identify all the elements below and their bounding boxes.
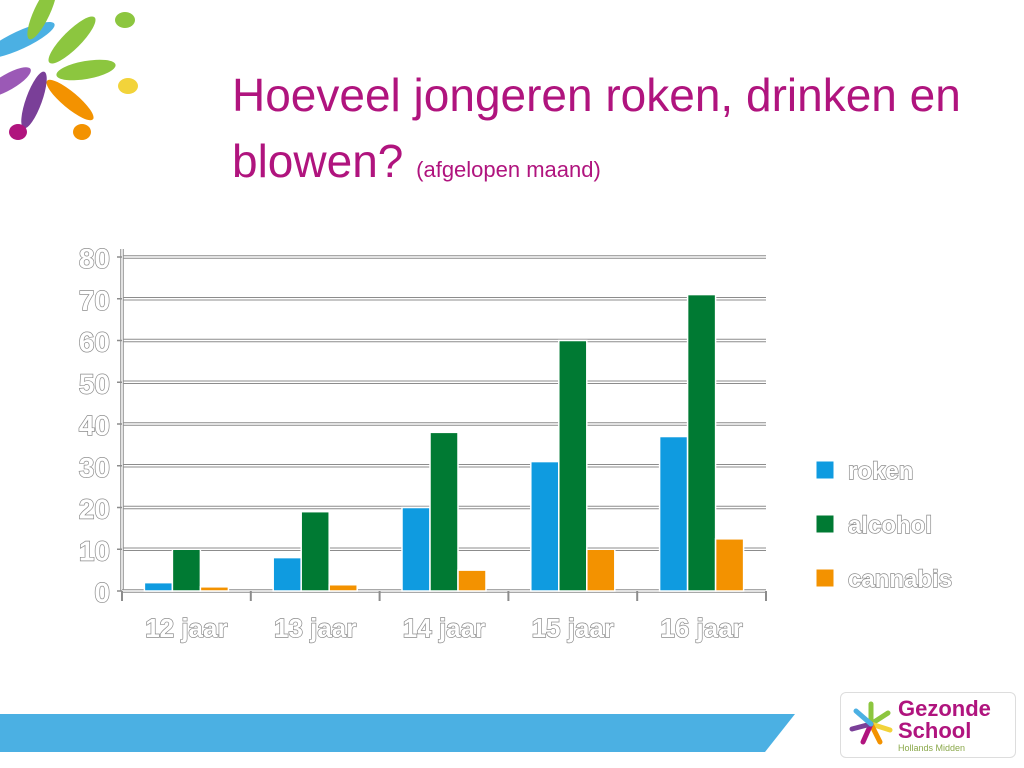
- y-tick-label: 0: [94, 577, 110, 608]
- y-tick-label: 70: [79, 285, 110, 316]
- bar-cannabis: [714, 538, 745, 592]
- brand-region: Hollands Midden: [898, 743, 966, 753]
- bar-roken: [272, 556, 302, 592]
- title-sub: (afgelopen maand): [416, 157, 601, 182]
- legend-label-cannabis: cannabis: [848, 566, 952, 593]
- y-tick-label: 40: [79, 410, 110, 441]
- x-tick-label: 14 jaar: [403, 613, 485, 643]
- y-axis-ticks: 0 10 20 30 40 50 60 70 80: [78, 242, 122, 609]
- bar-cannabis: [328, 583, 358, 592]
- legend-swatch-cannabis: [815, 568, 835, 588]
- x-tick-label: 12 jaar: [145, 613, 227, 643]
- x-tick-label: 13 jaar: [274, 613, 356, 643]
- legend-swatch-roken: [815, 460, 835, 480]
- bar-alcohol: [300, 510, 330, 592]
- brand-name-line1: Gezonde: [898, 696, 991, 721]
- bottom-band: [0, 714, 795, 752]
- x-tick-label: 15 jaar: [532, 613, 614, 643]
- slide-title: Hoeveel jongeren roken, drinken en blowe…: [232, 62, 1012, 203]
- y-tick-label: 30: [79, 452, 110, 483]
- title-main: Hoeveel jongeren roken, drinken en blowe…: [232, 69, 961, 187]
- brand-name-line2: School: [898, 718, 972, 743]
- brand-burst-icon: [849, 701, 893, 745]
- chart-legend: roken alcohol cannabis: [815, 457, 953, 594]
- corner-logo-burst-icon: [0, 0, 138, 140]
- x-tick-label: 16 jaar: [660, 613, 742, 643]
- bar-cannabis: [199, 586, 230, 592]
- bar-roken: [658, 435, 689, 592]
- legend-swatch-alcohol: [815, 514, 835, 534]
- y-tick-label: 60: [79, 327, 110, 358]
- bar-roken: [401, 506, 431, 592]
- bar-alcohol: [558, 339, 588, 592]
- legend-label-roken: roken: [848, 458, 913, 485]
- bar-roken: [530, 460, 560, 592]
- legend-label-alcohol: alcohol: [848, 512, 932, 539]
- bar-cannabis: [586, 548, 616, 592]
- bar-alcohol: [171, 548, 202, 592]
- brand-logo: Gezonde School Hollands Midden: [840, 692, 1016, 758]
- y-tick-label: 20: [79, 494, 110, 525]
- bar-roken: [143, 581, 174, 592]
- x-axis-ticks: 12 jaar 13 jaar 14 jaar 15 jaar 16 jaar: [121, 591, 767, 644]
- bar-cannabis: [457, 569, 487, 592]
- y-tick-label: 10: [79, 535, 110, 566]
- y-tick-label: 50: [79, 368, 110, 399]
- chart-bars: [143, 293, 745, 592]
- bar-alcohol: [429, 431, 459, 592]
- bar-alcohol: [686, 293, 717, 592]
- y-tick-label: 80: [79, 243, 110, 274]
